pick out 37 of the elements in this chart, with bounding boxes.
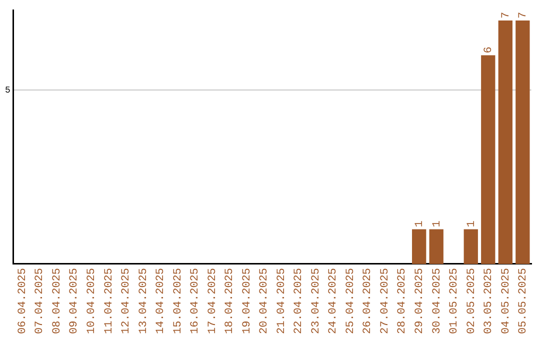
y-tick-label: 5 (4, 85, 10, 96)
x-tick-label: 30.04.2025 (431, 268, 444, 334)
data-label: 7 (518, 12, 530, 18)
x-tick-label: 21.04.2025 (276, 268, 288, 334)
data-label: 1 (466, 220, 478, 228)
x-tick-label: 01.05.2025 (448, 268, 461, 334)
x-tick-label: 02.05.2025 (466, 268, 478, 334)
data-label: 1 (431, 220, 444, 228)
x-tick-label: 06.04.2025 (16, 268, 29, 334)
x-tick-label: 03.05.2025 (483, 268, 496, 334)
data-label: 6 (483, 46, 496, 54)
x-tick-label: 11.04.2025 (103, 268, 116, 334)
x-tick-label: 14.04.2025 (155, 268, 168, 334)
x-tick-label: 07.04.2025 (34, 268, 46, 334)
x-tick-label: 23.04.2025 (310, 268, 322, 334)
x-tick-label: 26.04.2025 (362, 268, 374, 334)
x-tick-label: 24.04.2025 (328, 268, 340, 334)
x-tick-label: 05.05.2025 (518, 268, 530, 334)
x-tick-label: 09.04.2025 (68, 268, 81, 334)
x-tick-label: 10.04.2025 (86, 268, 98, 334)
data-label: 7 (500, 12, 512, 18)
x-tick-label: 28.04.2025 (396, 268, 409, 334)
x-tick-label: 16.04.2025 (190, 268, 202, 334)
x-tick-label: 13.04.2025 (138, 268, 150, 334)
x-tick-label: 04.05.2025 (500, 268, 512, 334)
x-tick-label: 20.04.2025 (258, 268, 271, 334)
data-label: 1 (414, 220, 426, 228)
x-tick-label: 29.04.2025 (414, 268, 426, 334)
x-tick-label: 18.04.2025 (224, 268, 236, 334)
x-tick-label: 15.04.2025 (172, 268, 184, 334)
x-tick-label: 22.04.2025 (293, 268, 306, 334)
x-tick-label: 27.04.2025 (379, 268, 392, 334)
x-tick-label: 08.04.2025 (51, 268, 64, 334)
x-tick-label: 17.04.2025 (206, 268, 219, 334)
x-tick-label: 12.04.2025 (120, 268, 133, 334)
x-tick-label: 19.04.2025 (241, 268, 254, 334)
x-tick-label: 25.04.2025 (344, 268, 357, 334)
